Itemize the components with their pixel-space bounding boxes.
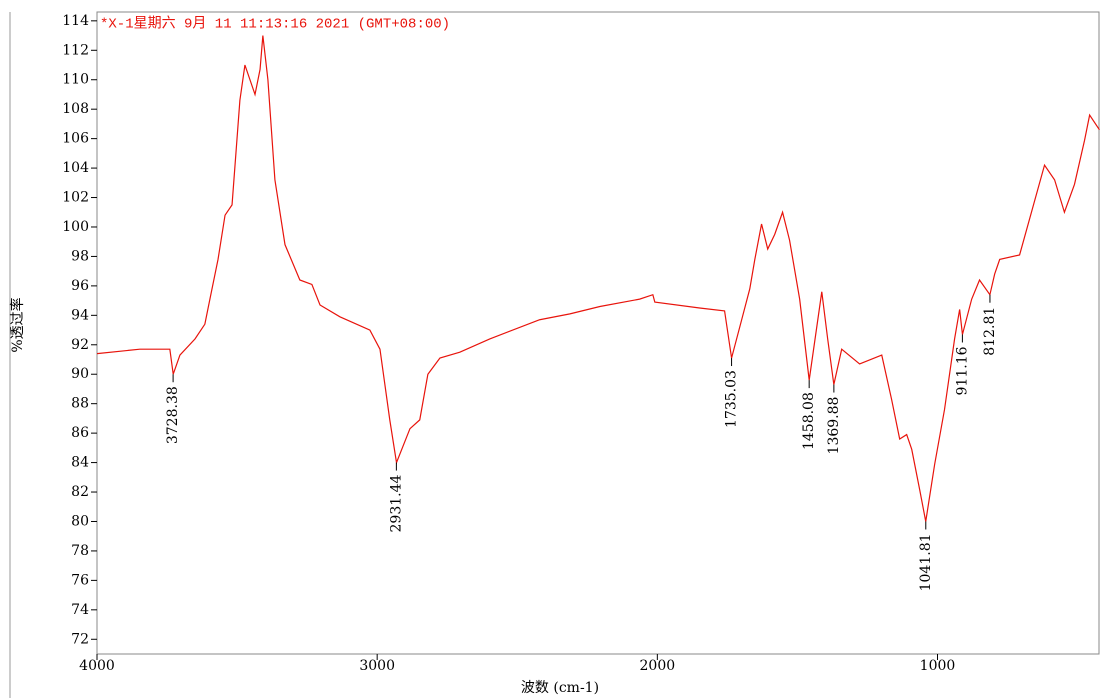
y-tick-label: 108 xyxy=(62,101,89,117)
x-axis-label: 波数 (cm-1) xyxy=(521,680,599,696)
peak-label: 1735.03 xyxy=(724,370,740,428)
x-tick-label: 3000 xyxy=(359,658,395,674)
y-tick-label: 94 xyxy=(71,307,89,323)
y-tick-label: 112 xyxy=(62,42,89,58)
y-tick-label: 98 xyxy=(71,248,89,264)
y-tick-label: 114 xyxy=(62,13,89,29)
peak-label: 2931.44 xyxy=(388,474,404,532)
y-tick-label: 88 xyxy=(71,396,89,412)
y-tick-label: 90 xyxy=(71,366,89,382)
plot-frame xyxy=(96,11,1100,655)
y-tick-label: 74 xyxy=(71,602,89,618)
spectrum-line xyxy=(97,35,1100,522)
peak-label: 911.16 xyxy=(954,346,970,395)
peak-label: 812.81 xyxy=(982,307,998,356)
y-tick-label: 86 xyxy=(71,425,89,441)
y-tick-label: 102 xyxy=(62,190,89,206)
y-tick-label: 100 xyxy=(62,219,89,235)
y-tick-label: 76 xyxy=(71,572,89,588)
y-tick-label: 106 xyxy=(62,131,89,147)
y-axis-label: %透过率 xyxy=(9,297,26,352)
y-tick-label: 104 xyxy=(62,160,89,176)
x-tick-label: 4000 xyxy=(79,658,115,674)
peak-label: 1041.81 xyxy=(918,533,934,591)
y-tick-label: 110 xyxy=(62,72,89,88)
chart-title: *X-1星期六 9月 11 11:13:16 2021 (GMT+08:00) xyxy=(100,16,450,33)
y-tick-label: 82 xyxy=(71,484,89,500)
peak-label: 1458.08 xyxy=(801,392,817,450)
y-tick-label: 78 xyxy=(71,543,89,559)
x-tick-label: 2000 xyxy=(640,658,676,674)
y-tick-label: 92 xyxy=(71,337,89,353)
y-tick-label: 80 xyxy=(71,513,89,529)
peak-label: 3728.38 xyxy=(165,386,181,444)
y-tick-label: 84 xyxy=(71,455,89,471)
y-tick-label: 96 xyxy=(71,278,89,294)
x-tick-label: 1000 xyxy=(920,658,956,674)
y-tick-label: 72 xyxy=(71,631,89,647)
peak-label: 1369.88 xyxy=(826,397,842,455)
